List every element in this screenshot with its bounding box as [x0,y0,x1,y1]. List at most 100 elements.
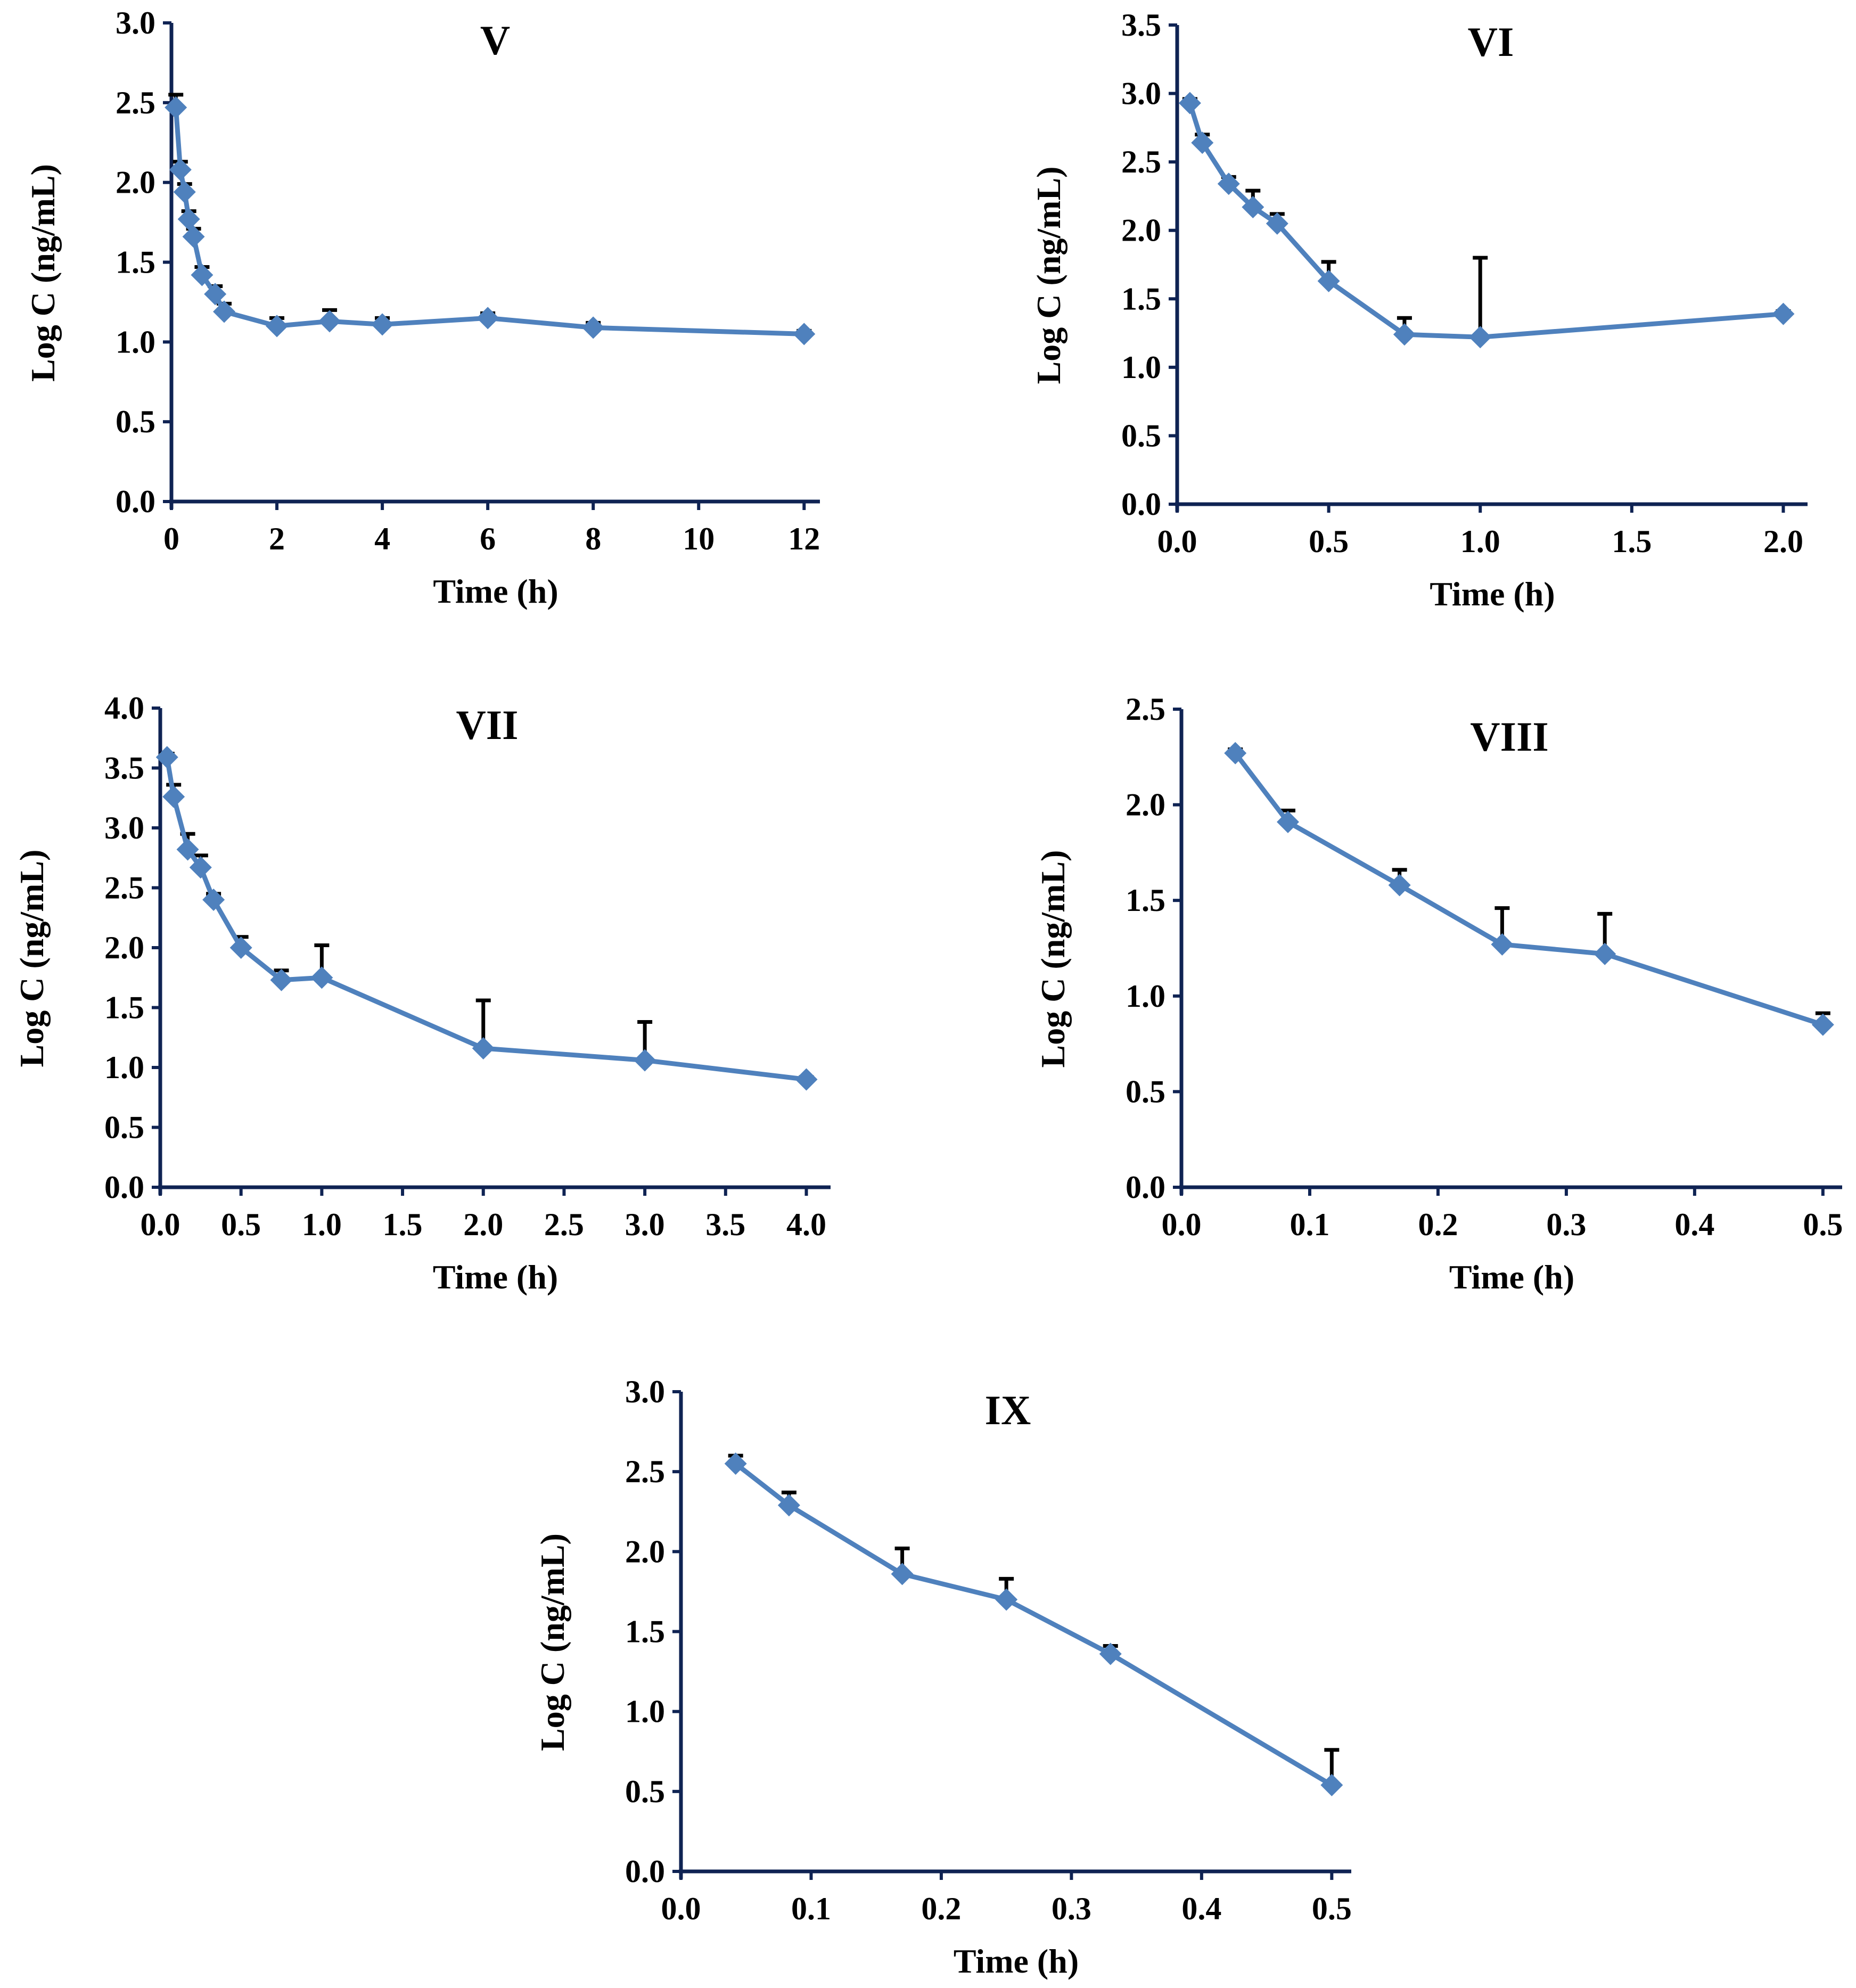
y-tick-label: 1.5 [116,245,155,280]
series-line [1233,751,1826,1028]
data-point [1099,1642,1122,1665]
data-point [229,937,252,959]
data-point [1491,933,1514,956]
x-tick-label: 2.0 [463,1207,503,1242]
x-tick-label: 0.1 [1290,1207,1329,1242]
y-axis-title: Log C (ng/mL) [533,1533,571,1751]
y-tick-label: 0.0 [116,484,155,519]
data-point [1388,874,1411,897]
data-point [177,208,200,231]
data-point [371,313,394,336]
x-tick-label: 1.5 [383,1207,423,1242]
y-tick-label: 0.5 [104,1110,144,1145]
x-axis-title: Time (h) [1430,575,1555,613]
y-tick-label: 3.5 [1121,7,1161,43]
data-point [1217,172,1240,195]
x-tick-label: 0.0 [141,1207,180,1242]
data-point [176,838,199,861]
y-tick-label: 3.0 [116,5,155,40]
y-tick-label: 2.0 [116,165,155,200]
data-point [270,968,293,991]
data-point [204,283,227,306]
x-tick-label: 2.5 [544,1207,584,1242]
data-point [162,785,185,808]
y-tick-label: 0.5 [625,1774,665,1809]
x-tick-label: 2.0 [1763,524,1803,559]
data-point [169,158,192,181]
x-tick-label: 0.0 [1162,1207,1202,1242]
data-point [189,856,212,879]
data-point [318,310,341,333]
chart-panel-5: 0.0 0.5 1.0 1.5 2.0 2.5 3.0 0.0 0.1 0.2 0.3 0.4 0.5 T… [533,1374,1352,1980]
chart-panel-1: 0.0 0.5 1.0 1.5 2.0 2.5 3.0 0 2 4 6 8 10 12 Time (h) Lo… [24,5,820,610]
x-tick-label: 1.5 [1612,524,1652,559]
chart-panel-3: 0.0 0.5 1.0 1.5 2.0 2.5 3.0 3.5 4.0 0.0 0.5 1.0 1.5 2… [13,691,831,1296]
y-tick-label: 2.0 [625,1534,665,1569]
y-axis-title: Log C (ng/mL) [24,164,62,382]
x-axis-title: Time (h) [433,572,558,610]
x-tick-label: 1.0 [1460,524,1500,559]
y-tick-label: 2.0 [104,930,144,965]
x-tick-label: 0.5 [1309,524,1349,559]
y-tick-label: 0.5 [1121,418,1161,453]
x-tick-label: 0.3 [1052,1891,1091,1926]
y-tick-label: 2.0 [1126,787,1165,823]
y-tick-label: 0.0 [1126,1170,1165,1205]
data-point [1191,132,1214,154]
x-tick-label: 0.3 [1546,1207,1586,1242]
y-tick-label: 1.0 [625,1694,665,1729]
y-tick-label: 2.5 [116,85,155,120]
data-point [1178,92,1201,114]
y-tick-label: 3.0 [625,1374,665,1409]
data-point [266,315,289,338]
x-tick-label: 10 [683,521,715,556]
y-tick-label: 0.0 [625,1854,665,1889]
y-tick-label: 2.5 [625,1454,665,1489]
y-tick-label: 1.0 [116,324,155,359]
y-tick-label: 1.5 [1121,281,1161,316]
data-point [1242,196,1264,218]
x-tick-label: 0.0 [1157,524,1197,559]
y-axis-title: Log C (ng/mL) [1030,167,1067,384]
chart-title: VI [1468,19,1514,65]
y-axis-title: Log C (ng/mL) [1034,850,1072,1068]
y-axis-title: Log C (ng/mL) [13,850,51,1067]
x-tick-label: 4 [374,521,390,556]
x-axis-title: Time (h) [1449,1258,1574,1296]
x-tick-label: 0.5 [1312,1891,1352,1926]
y-tick-label: 2.5 [1121,144,1161,179]
y-tick-label: 2.5 [1126,692,1165,727]
y-tick-label: 0.0 [1121,487,1161,522]
x-tick-label: 0.4 [1674,1207,1714,1242]
chart-title: IX [985,1387,1031,1433]
x-tick-label: 6 [480,521,496,556]
y-tick-label: 3.5 [104,751,144,786]
data-point [213,300,236,323]
y-tick-label: 3.0 [1121,76,1161,111]
x-tick-label: 0 [163,521,179,556]
x-tick-label: 0.0 [661,1891,701,1926]
x-tick-label: 4.0 [786,1207,826,1242]
y-tick-label: 1.5 [625,1614,665,1649]
data-point [310,966,333,989]
data-point [191,264,213,286]
chart-panel-2: 0.0 0.5 1.0 1.5 2.0 2.5 3.0 3.5 0.0 0.5 1.0 1.5 2.0 T… [1030,7,1808,613]
y-tick-label: 0.5 [116,404,155,439]
data-point [1224,742,1247,765]
data-point [477,307,499,330]
x-tick-label: 0.2 [1418,1207,1458,1242]
y-tick-label: 4.0 [104,691,144,726]
x-tick-label: 0.4 [1181,1891,1221,1926]
data-point [173,180,196,203]
data-point [891,1563,914,1586]
x-tick-label: 2 [269,521,285,556]
data-point [182,225,205,248]
data-point [202,889,225,911]
data-point [165,96,187,119]
data-point [634,1049,656,1072]
data-point [472,1037,495,1059]
data-point [1320,1773,1343,1796]
data-point [795,1068,818,1091]
x-tick-label: 0.1 [791,1891,831,1926]
x-tick-label: 0.5 [221,1207,261,1242]
